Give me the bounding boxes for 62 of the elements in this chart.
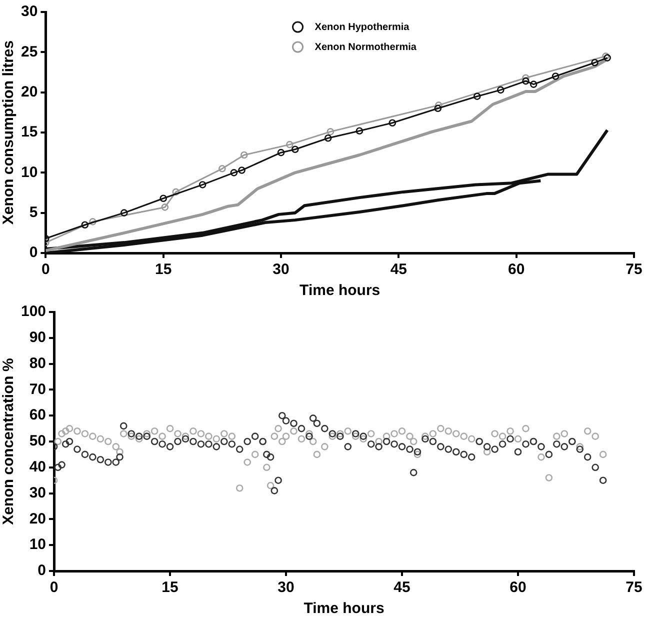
y-tick-label: 10 <box>29 536 46 554</box>
x-tick-label: 45 <box>390 261 408 278</box>
y-axis-title: Xenon consumption litres <box>0 40 18 225</box>
y-tick-label: 5 <box>29 204 38 221</box>
x-axis-title: Time hours <box>304 600 384 618</box>
y-tick-label: 15 <box>20 124 38 141</box>
y-tick-label: 0 <box>38 562 46 580</box>
x-tick-label: 45 <box>394 579 410 596</box>
x-tick-label: 15 <box>162 579 178 596</box>
y-tick-label: 40 <box>29 458 46 476</box>
point <box>356 127 364 135</box>
y-tick-label: 50 <box>29 432 46 450</box>
x-tick-label: 60 <box>508 261 525 278</box>
point <box>160 194 167 202</box>
point <box>522 77 530 85</box>
x-tick-label: 30 <box>278 579 294 596</box>
point <box>497 86 504 94</box>
point <box>388 119 396 127</box>
point <box>277 148 285 156</box>
point <box>291 146 299 154</box>
x-tick-label: 30 <box>272 261 290 278</box>
y-axis-title: Xenon concentration % <box>0 358 18 525</box>
x-tick-label: 75 <box>626 261 642 278</box>
point <box>591 58 598 66</box>
legend-label: Xenon Normothermia <box>314 42 417 53</box>
legend-label: Xenon Hypothermia <box>314 22 410 33</box>
y-tick-label: 100 <box>20 303 46 320</box>
point <box>120 209 128 216</box>
x-tick-label: 0 <box>50 579 58 596</box>
point <box>324 134 332 142</box>
y-tick-label: 20 <box>29 510 46 528</box>
x-axis-title: Time hours <box>300 282 380 300</box>
y-tick-label: 70 <box>29 380 46 398</box>
point <box>238 166 246 174</box>
point <box>435 102 442 109</box>
y-tick-label: 20 <box>20 83 38 100</box>
point <box>530 80 538 88</box>
point <box>434 104 442 112</box>
point <box>81 221 89 229</box>
point <box>218 165 226 172</box>
y-tick-label: 0 <box>29 244 38 262</box>
y-tick-label: 80 <box>29 354 46 372</box>
x-tick-label: 60 <box>510 579 526 596</box>
y-tick-label: 90 <box>29 329 46 346</box>
point <box>230 169 238 176</box>
y-tick-label: 30 <box>20 3 38 20</box>
point <box>172 188 180 196</box>
y-tick-label: 30 <box>29 484 46 502</box>
y-tick-label: 10 <box>20 164 38 181</box>
y-tick-label: 25 <box>20 43 38 60</box>
point <box>198 181 206 188</box>
point <box>240 151 248 159</box>
x-tick-label: 15 <box>155 261 172 278</box>
point <box>286 140 294 148</box>
point <box>326 128 334 136</box>
point <box>552 72 560 80</box>
point <box>522 74 530 82</box>
point <box>473 92 481 100</box>
point <box>161 204 169 211</box>
x-tick-label: 75 <box>626 579 642 596</box>
y-tick-label: 60 <box>29 406 46 424</box>
point <box>89 218 96 226</box>
